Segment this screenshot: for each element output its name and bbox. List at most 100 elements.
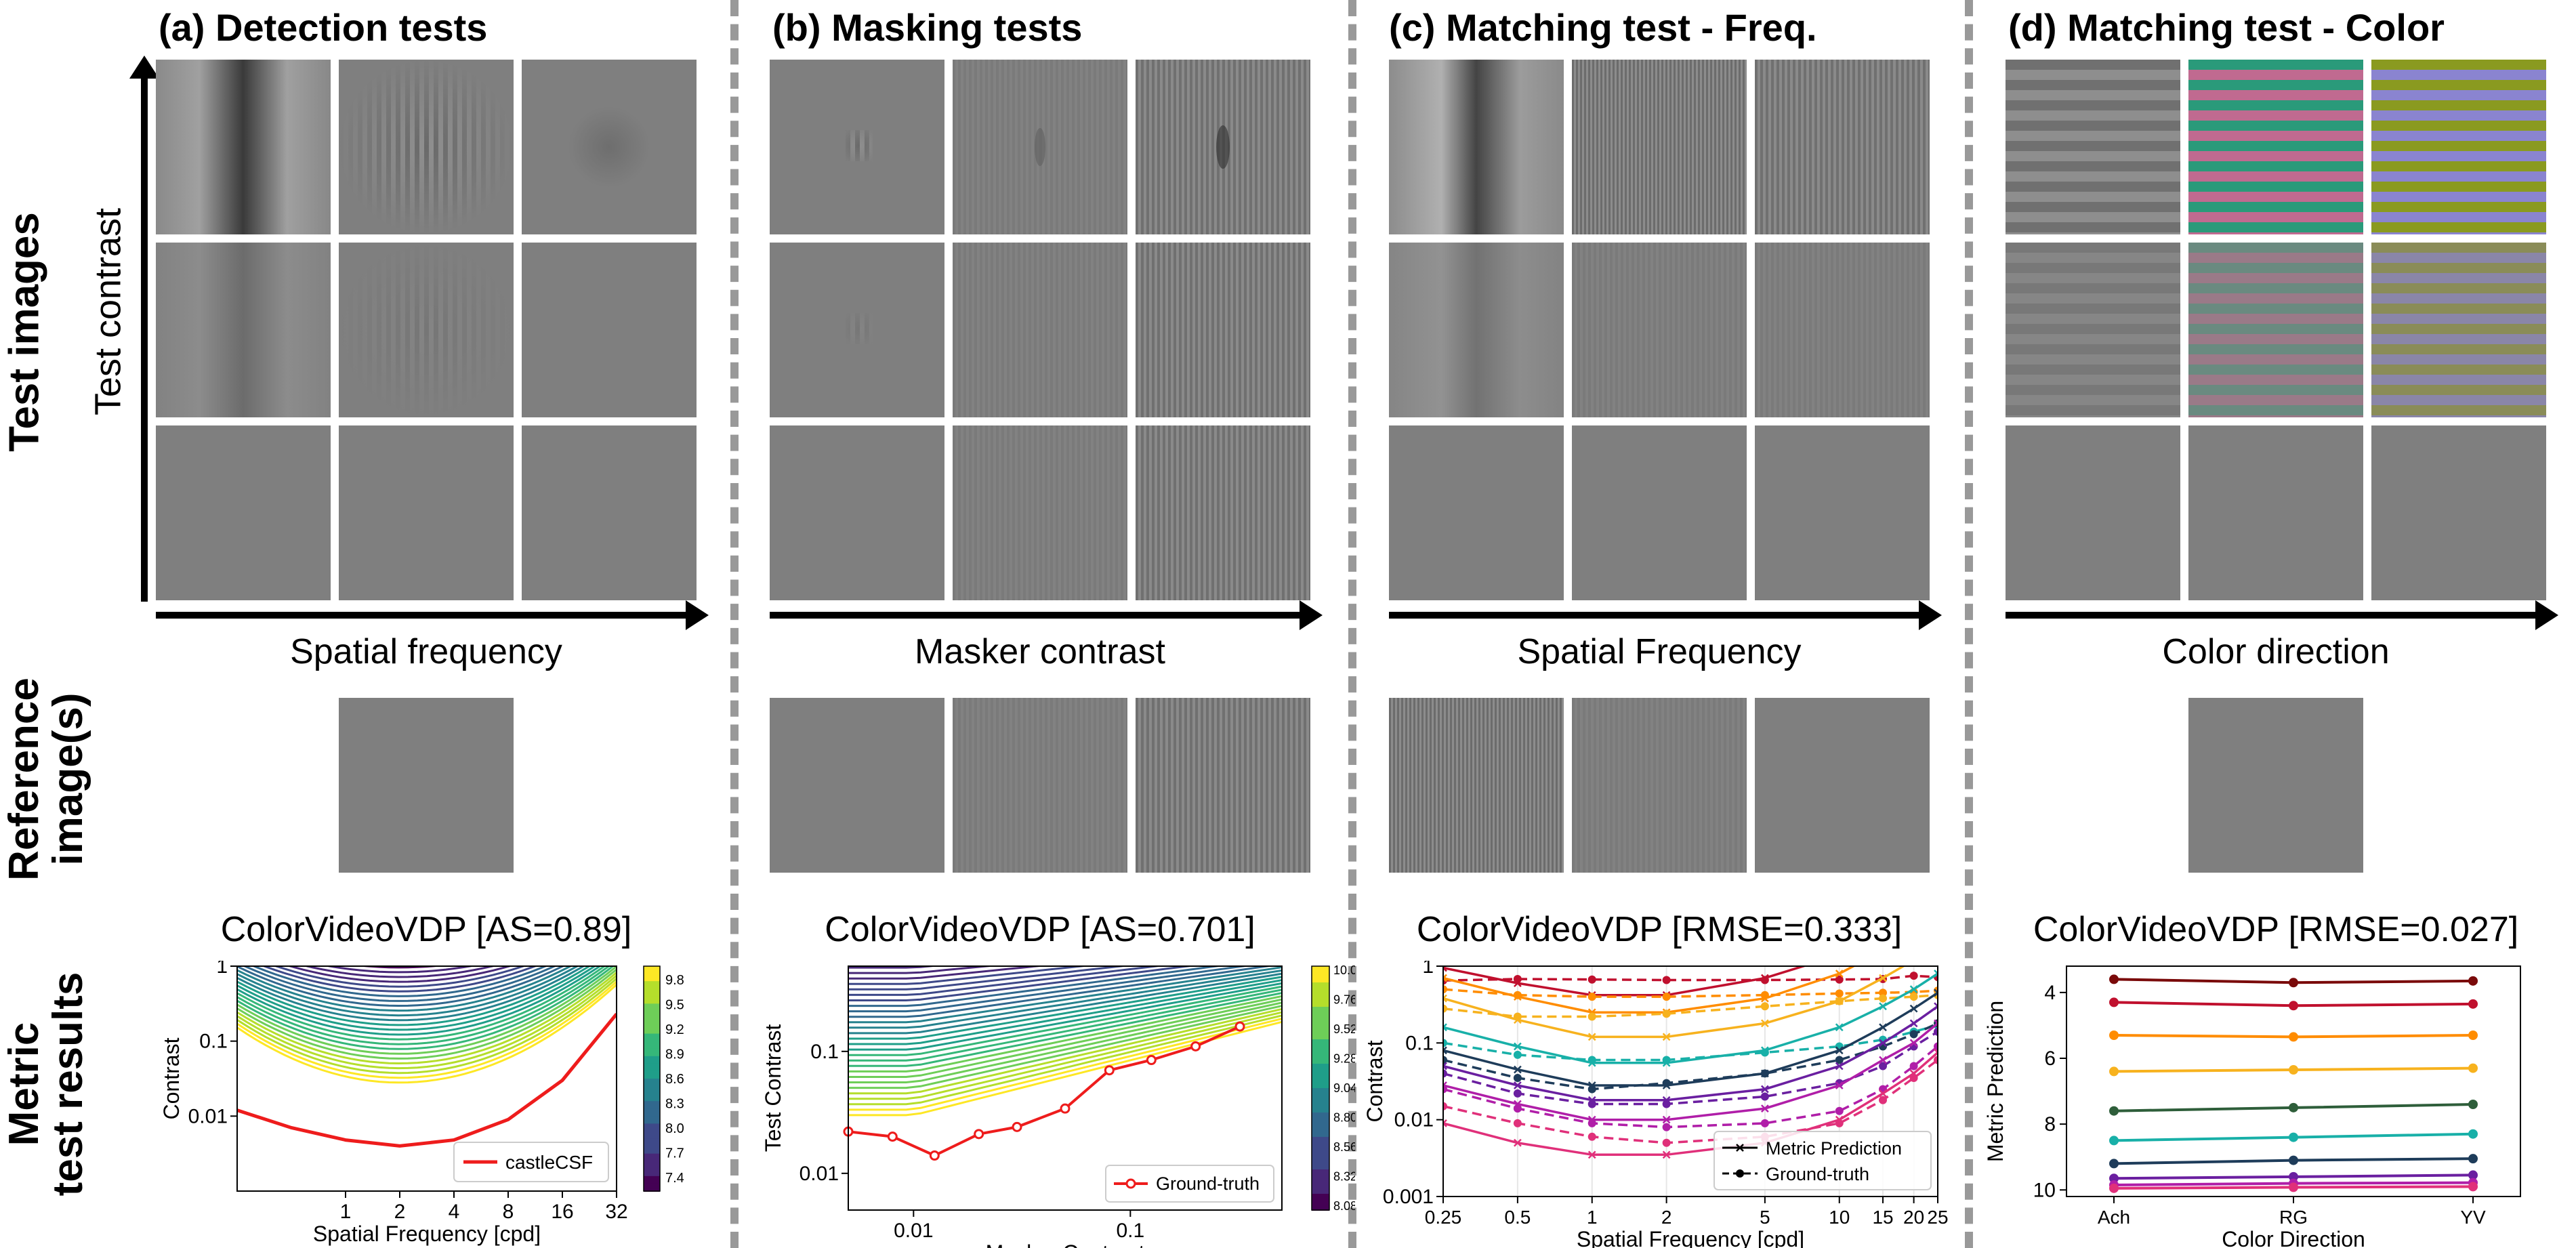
panel-c-ground-truth-point [1760, 1002, 1769, 1011]
panel-a-colorbar-tick-label: 8.0 [665, 1121, 684, 1136]
panel-c-metric-prediction-point [1513, 1100, 1522, 1108]
panel-d-axis-label: Color direction [2162, 632, 2390, 671]
panel-b-colorbar-tick-label: 8.80 [1333, 1111, 1355, 1125]
panel-b-colorbar-segment [1312, 1161, 1329, 1170]
panel-a-colorbar-segment [644, 966, 660, 975]
panel-b-ground-truth-point [1234, 1021, 1245, 1032]
panel-c-axis-label: Spatial Frequency [1517, 632, 1802, 671]
row-label-metric-line2: test results [45, 972, 91, 1197]
panel-d-series-point [2468, 1031, 2478, 1040]
panel-c-legend-marker-ground-truth [1736, 1169, 1744, 1178]
panel-a-colorbar-segment [644, 1086, 660, 1095]
panel-a-tile-2-2 [339, 243, 514, 417]
panel-c-metric-prediction-point [1513, 1065, 1522, 1074]
panel-d-chart: Ach RG YV 4 6 8 10 Color Direction Metric Predic… [1983, 965, 2521, 1248]
panel-b-colorbar-segment [1312, 1129, 1329, 1138]
panel-c-metric-prediction-point [1934, 1019, 1938, 1028]
panel-a-axis-label: Spatial frequency [290, 632, 562, 671]
panel-d-series-point [2468, 999, 2478, 1009]
panel-b-tile-1-3 [1136, 60, 1310, 234]
panel-d-series-point [2468, 1182, 2478, 1192]
panel-c-metric-prediction-point [1835, 997, 1844, 1005]
panel-a-colorbar-segment [644, 1026, 660, 1035]
panel-b-colorbar-segment [1312, 1153, 1329, 1162]
panel-c-metric-prediction-point [1662, 1058, 1671, 1067]
panel-a-axis-arrow [156, 600, 709, 630]
panel-a-contour-line [237, 966, 591, 1026]
panel-b-plot-frame [848, 965, 1283, 1211]
panel-b-colorbar-segment [1312, 1145, 1329, 1154]
panel-a-tile-2-1 [156, 243, 331, 417]
row-label-reference-line2: image(s) [45, 692, 91, 866]
panel-b-contour-line [848, 979, 1282, 1045]
panel-b-y-tick-label: 0.1 [810, 1041, 839, 1063]
panel-d-tile-2-2 [2188, 243, 2363, 417]
panel-b-colorbar-segment [1312, 982, 1329, 991]
panel-a-chart: 1 2 4 8 16 32 1 0.1 0.01 Spatial Frequency [cpd] C… [163, 961, 684, 1246]
panel-c-metric-prediction-point [1835, 1062, 1844, 1070]
panel-c-legend-marker-prediction [1736, 1144, 1744, 1152]
panel-a-colorbar-tick-label: 9.8 [665, 973, 684, 988]
panel-b-colorbar-segment [1312, 991, 1329, 999]
panel-a-title: (a) Detection tests [159, 6, 488, 49]
panel-b-contour-line [848, 966, 1282, 1024]
panel-a-colorbar-tick-label: 9.2 [665, 1022, 684, 1037]
panel-c-metric-prediction-point [1909, 1039, 1918, 1047]
panel-c-tile-1-3 [1755, 60, 1930, 234]
panel-b-reference-2 [953, 698, 1127, 873]
panel-b-colorbar-tick-label: 9.76 [1333, 993, 1355, 1007]
panel-c-ground-truth-point [1587, 975, 1596, 984]
panel-c-ground-truth-point [1443, 1039, 1447, 1047]
panel-a-colorbar-frame [643, 965, 661, 1192]
panel-c-x-axis-title: Spatial Frequency [cpd] [1577, 1227, 1804, 1248]
panel-d-series-point [2468, 1170, 2478, 1180]
panel-d-series-point [2289, 1155, 2298, 1165]
panel-d-tile-1-3 [2371, 60, 2546, 234]
panel-a-reference-image [339, 698, 514, 873]
panel-c-metric-prediction-point [1443, 1046, 1447, 1055]
panel-b-colorbar-tick-label: 8.56 [1333, 1140, 1355, 1154]
panel-d-tile-2-1 [2006, 243, 2180, 417]
panel-c-metric-prediction-point [1911, 961, 1917, 963]
panel-b-contour-line [848, 966, 942, 969]
panel-c-ground-truth-point [1835, 989, 1844, 998]
panel-c-metric-prediction-point [1443, 1023, 1447, 1032]
panel-c-metric-prediction-point [1934, 1002, 1938, 1011]
panel-a-contours [237, 966, 617, 1084]
panel-b-colorbar-segment [1312, 1080, 1329, 1089]
panel-a-contour-line [237, 966, 597, 1031]
panel-d-series-point [2468, 1063, 2478, 1073]
panel-b-colorbar-segment [1312, 1023, 1329, 1032]
panel-d-series-point [2109, 1106, 2119, 1116]
panel-a-legend-label: castleCSF [505, 1152, 593, 1173]
panel-c-x-tick-label: 1 [1587, 1207, 1598, 1228]
panel-b-contour-line [848, 1005, 1282, 1089]
panel-b-contour-line [848, 966, 1091, 985]
panel-a-colorbar-segment [644, 1123, 660, 1132]
panel-a-colorbar-tick-label: 9.5 [665, 998, 684, 1013]
panel-d-y-tick-label: 4 [2044, 982, 2056, 1004]
panel-a-legend-box [453, 1142, 609, 1182]
panel-b-colorbar-segment [1312, 974, 1329, 983]
panel-d-tile-1-1 [2006, 60, 2180, 234]
panel-c-ground-truth-point [1513, 1119, 1522, 1127]
panel-c-ground-truth-point [1662, 993, 1671, 1001]
panel-a-colorbar-segment [644, 989, 660, 997]
panel-b-ground-truth-line [848, 1025, 1241, 1157]
panel-c-ground-truth-point [1909, 993, 1918, 1001]
panel-a-contour-line [237, 966, 617, 1055]
row-label-reference-images: Reference image(s) [1, 678, 91, 881]
panel-c-metric-prediction-point [1760, 994, 1769, 1003]
panel-c-ground-truth-point [1513, 974, 1522, 983]
panel-c-metric-prediction-point [1587, 1058, 1596, 1067]
panel-b-contour-line [848, 969, 1282, 1029]
panel-d-series-point [2289, 1132, 2298, 1142]
panel-c-reference-3 [1755, 698, 1930, 873]
panel-a-colorbar-segment [644, 1094, 660, 1102]
panel-divider-2 [1348, 0, 1356, 1248]
panel-c-result-title: ColorVideoVDP [RMSE=0.333] [1416, 910, 1903, 949]
panel-a-colorbar-tick-label: 8.9 [665, 1047, 684, 1062]
panel-a-colorbar-segment [644, 1056, 660, 1064]
panel-a-contour-line [237, 966, 566, 1007]
